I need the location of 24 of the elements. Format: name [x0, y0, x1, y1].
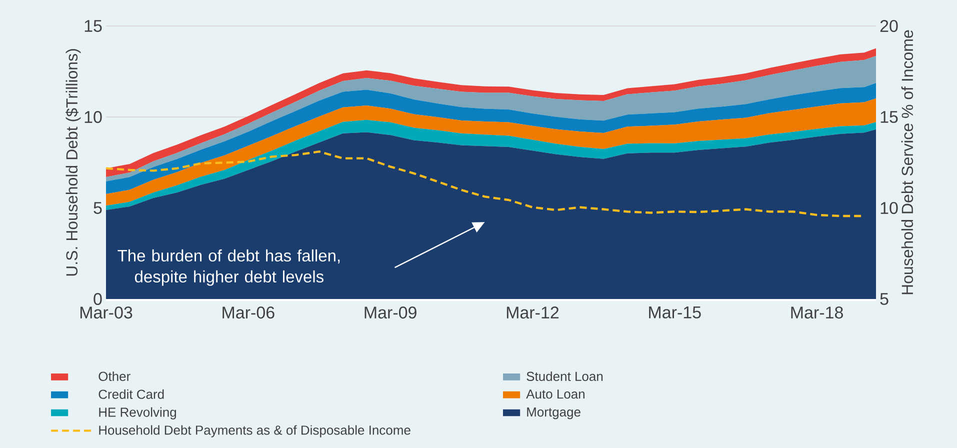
legend-label: Other: [98, 371, 130, 381]
y-axis-title: U.S. Household Debt ($Trillions): [66, 49, 81, 276]
legend-label: Household Debt Payments as & of Disposable Income: [99, 425, 410, 438]
x-tick-label: Mar-12: [506, 306, 559, 319]
legend-label: HE Revolving: [99, 407, 176, 420]
y2-tick-label: 15: [880, 111, 898, 123]
y-tick-label: 10: [84, 110, 102, 124]
legend-label: Student Loan: [526, 371, 603, 381]
x-tick-label: Mar-18: [791, 306, 843, 319]
y-tick-label: 5: [94, 202, 102, 214]
x-tick-label: Mar-03: [80, 306, 132, 319]
legend-label: Mortgage: [527, 408, 580, 420]
y-tick-label: 0: [94, 292, 102, 306]
y-tick-label: 15: [84, 20, 102, 32]
annotation: The burden of debt has fallen, despite higher debt levels: [118, 249, 340, 286]
legend-label: Credit Card: [98, 389, 164, 399]
x-tick-label: Mar-09: [364, 306, 416, 319]
y2-axis-title: Household Debt Service % of Income: [901, 30, 914, 294]
y2-tick-label: 10: [880, 202, 898, 214]
x-tick-label: Mar-06: [222, 306, 274, 319]
y2-tick-label: 5: [880, 293, 888, 305]
legend-label: Auto Loan: [526, 390, 584, 399]
x-tick-label: Mar-15: [649, 306, 701, 318]
y2-tick-label: 20: [880, 20, 898, 32]
